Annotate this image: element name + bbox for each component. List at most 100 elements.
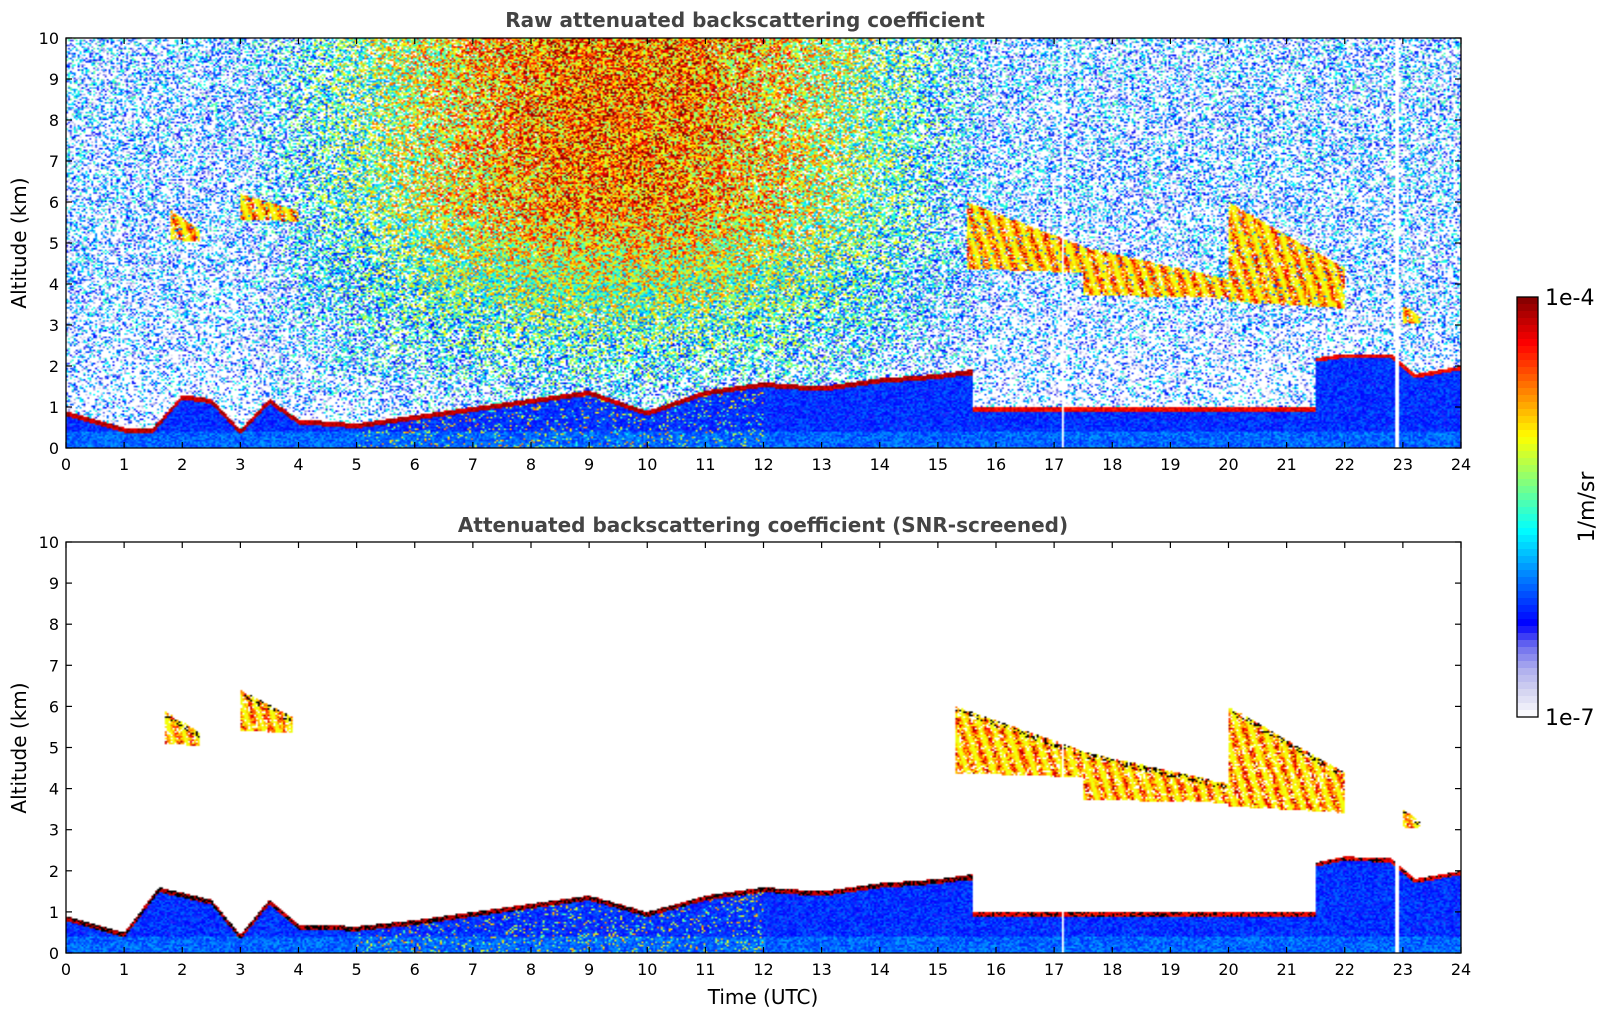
x-tick-label: 4 <box>293 455 303 474</box>
colorbar-band <box>1517 633 1538 641</box>
panel-raw-title: Raw attenuated backscattering coefficien… <box>505 8 985 32</box>
panel-screened-x-axis: 0 1 2 3 4 5 6 7 8 9 10 11 12 13 14 15 16 17 18 19 20 21 22 23 24 <box>61 542 1471 979</box>
colorbar-frame <box>1516 296 1539 718</box>
colorbar-band <box>1517 542 1538 550</box>
colorbar-band <box>1517 444 1538 452</box>
x-tick-label: 24 <box>1451 960 1471 979</box>
x-tick-label: 12 <box>753 455 773 474</box>
colorbar-band <box>1517 367 1538 375</box>
colorbar-band <box>1517 563 1538 571</box>
x-tick-label: 17 <box>1044 960 1064 979</box>
colorbar-band <box>1517 479 1538 487</box>
colorbar-band <box>1517 395 1538 403</box>
y-tick-label: 2 <box>49 357 59 376</box>
colorbar-band <box>1517 675 1538 683</box>
y-tick-label: 0 <box>49 944 59 963</box>
x-tick-label: 3 <box>235 960 245 979</box>
panel-screened-ylabel: Altitude (km) <box>7 682 31 813</box>
x-tick-label: 10 <box>637 960 657 979</box>
y-tick-label: 8 <box>49 615 59 634</box>
colorbar-band <box>1517 297 1538 305</box>
y-tick-label: 7 <box>49 656 59 675</box>
x-tick-label: 6 <box>410 455 420 474</box>
x-tick-label: 23 <box>1393 960 1413 979</box>
colorbar-band <box>1517 437 1538 445</box>
colorbar-band <box>1517 402 1538 410</box>
colorbar-band <box>1517 696 1538 704</box>
panel-raw-y-axis: 0 1 2 3 4 5 6 7 8 9 10 <box>39 29 1461 458</box>
colorbar-band <box>1517 647 1538 655</box>
x-tick-label: 21 <box>1276 960 1296 979</box>
colorbar-band <box>1517 451 1538 459</box>
x-tick-label: 4 <box>293 960 303 979</box>
colorbar-band <box>1517 591 1538 599</box>
x-tick-label: 19 <box>1160 960 1180 979</box>
x-tick-label: 22 <box>1335 960 1355 979</box>
panel-raw-heatmap <box>66 38 1461 448</box>
y-tick-label: 5 <box>49 739 59 758</box>
colorbar-band <box>1517 458 1538 466</box>
y-tick-label: 9 <box>49 574 59 593</box>
x-tick-label: 11 <box>695 960 715 979</box>
colorbar-band <box>1517 325 1538 333</box>
x-tick-label: 7 <box>468 455 478 474</box>
colorbar-band <box>1517 626 1538 634</box>
y-tick-label: 6 <box>49 193 59 212</box>
colorbar-band <box>1517 381 1538 389</box>
x-tick-label: 9 <box>584 960 594 979</box>
panel-raw-x-axis: 0 1 2 3 4 5 6 7 8 9 10 11 12 13 14 15 16 17 18 19 20 21 22 23 24 <box>61 38 1471 474</box>
x-tick-label: 18 <box>1102 455 1122 474</box>
x-tick-label: 12 <box>753 960 773 979</box>
colorbar-band <box>1517 570 1538 578</box>
x-tick-label: 10 <box>637 455 657 474</box>
colorbar-band <box>1517 549 1538 557</box>
colorbar-band <box>1517 654 1538 662</box>
x-tick-label: 1 <box>119 960 129 979</box>
x-tick-label: 21 <box>1276 455 1296 474</box>
colorbar-band <box>1517 486 1538 494</box>
colorbar-band <box>1517 619 1538 627</box>
colorbar-band <box>1517 311 1538 319</box>
colorbar-band <box>1517 388 1538 396</box>
panel-screened-title: Attenuated backscattering coefficient (S… <box>458 513 1068 537</box>
colorbar-band <box>1517 465 1538 473</box>
colorbar-band <box>1517 584 1538 592</box>
colorbar-band <box>1517 332 1538 340</box>
colorbar-band <box>1517 612 1538 620</box>
colorbar-band <box>1517 710 1538 718</box>
panel-screened-y-axis: 0 1 2 3 4 5 6 7 8 9 10 <box>39 533 1461 963</box>
x-tick-label: 7 <box>468 960 478 979</box>
x-tick-label: 8 <box>526 960 536 979</box>
y-tick-label: 3 <box>49 316 59 335</box>
x-tick-label: 1 <box>119 455 129 474</box>
colorbar-label: 1/m/sr <box>1575 471 1600 543</box>
colorbar-band <box>1517 605 1538 613</box>
x-tick-label: 23 <box>1393 455 1413 474</box>
panel-screened-xlabel: Time (UTC) <box>707 985 819 1009</box>
y-tick-label: 5 <box>49 234 59 253</box>
x-tick-label: 22 <box>1335 455 1355 474</box>
x-tick-label: 13 <box>811 455 831 474</box>
x-tick-label: 20 <box>1218 455 1238 474</box>
colorbar-band <box>1517 360 1538 368</box>
panel-screened: Attenuated backscattering coefficient (S… <box>7 513 1471 1009</box>
colorbar-band <box>1517 528 1538 536</box>
colorbar-band <box>1517 577 1538 585</box>
colorbar-band <box>1517 318 1538 326</box>
x-tick-label: 19 <box>1160 455 1180 474</box>
y-tick-label: 10 <box>39 29 59 48</box>
y-tick-label: 9 <box>49 70 59 89</box>
colorbar-band <box>1517 430 1538 438</box>
colorbar-band <box>1517 339 1538 347</box>
x-tick-label: 17 <box>1044 455 1064 474</box>
x-tick-label: 15 <box>928 960 948 979</box>
panel-screened-heatmap <box>66 542 1461 953</box>
colorbar-band <box>1517 472 1538 480</box>
colorbar-band <box>1517 556 1538 564</box>
colorbar-min-label: 1e-7 <box>1545 706 1594 731</box>
x-tick-label: 16 <box>986 960 1006 979</box>
x-tick-label: 15 <box>928 455 948 474</box>
colorbar: 1e-4 1e-7 1/m/sr <box>1516 286 1600 731</box>
colorbar-band <box>1517 598 1538 606</box>
